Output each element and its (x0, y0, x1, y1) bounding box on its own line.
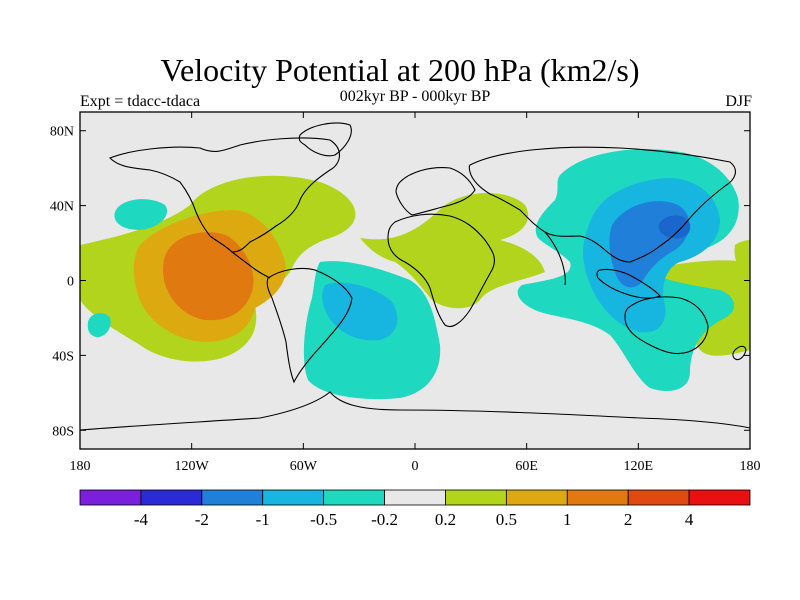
colorbar-swatch (262, 489, 325, 506)
colorbar-label: 1 (563, 510, 572, 529)
colorbar-label: 0.2 (435, 510, 456, 529)
lon-tick-label: 120E (624, 459, 654, 474)
antarctica-coast (80, 391, 750, 431)
colorbar-label: 2 (624, 510, 633, 529)
colorbar-swatch (505, 489, 568, 506)
lon-axis: 180 120W 60W 0 60E 120E 180 (70, 112, 761, 474)
north-america-coast (109, 137, 340, 253)
central-america-coast (231, 251, 271, 279)
europe-coast (395, 167, 476, 216)
dateline-positive (734, 240, 750, 275)
experiment-label: Expt = tdacc-tdaca (80, 93, 201, 110)
lat-tick-label: 80N (50, 125, 74, 140)
colorbar-swatch (566, 489, 629, 506)
lat-tick-label: 80S (52, 424, 74, 439)
colorbar-label: -4 (134, 510, 149, 529)
asia-coast (468, 146, 736, 263)
indonesia-coast (596, 268, 661, 299)
colorbar-swatch (140, 489, 203, 506)
lat-tick-label: 0 (67, 275, 74, 290)
lat-axis: 80N 40N 0 40S 80S (50, 125, 750, 439)
south-atlantic-negative-05 (322, 282, 398, 341)
contour-fields (80, 122, 750, 431)
australia-coast (624, 296, 709, 355)
lon-tick-label: 0 (412, 459, 419, 474)
africa-coast (387, 213, 495, 328)
south-pacific-negative (87, 313, 111, 338)
lon-tick-label: 60E (515, 459, 538, 474)
colorbar: -4 -2 -1 -0.5 -0.2 0.2 0.5 1 2 4 (79, 489, 751, 529)
africa-positive (360, 192, 545, 309)
coastlines (80, 122, 750, 431)
new-zealand-coast (732, 345, 747, 361)
colorbar-label: 4 (685, 510, 694, 529)
colorbar-swatch (201, 489, 264, 506)
india-coast (544, 231, 566, 286)
pacific-positive-1 (163, 232, 254, 321)
lat-tick-label: 40S (52, 349, 74, 364)
colorbar-label: -0.5 (310, 510, 337, 529)
colorbar-swatch (445, 489, 507, 506)
lon-tick-label: 120W (175, 459, 210, 474)
colorbar-swatch (688, 489, 751, 506)
season-label: DJF (725, 93, 752, 110)
north-pacific-negative (114, 199, 168, 230)
colorbar-swatch (384, 489, 446, 506)
colorbar-swatch (323, 489, 385, 506)
lat-tick-label: 40N (50, 200, 74, 215)
chart-subtitle: 002kyr BP - 000kyr BP (339, 88, 491, 105)
lon-tick-label: 180 (70, 459, 91, 474)
south-america-coast (266, 267, 353, 384)
chart-title: Velocity Potential at 200 hPa (km2/s) (160, 52, 640, 88)
colorbar-label: 0.5 (496, 510, 517, 529)
greenland-coast (298, 122, 352, 157)
colorbar-label: -1 (256, 510, 270, 529)
colorbar-label: -2 (195, 510, 209, 529)
asia-negative-core (658, 215, 691, 239)
lon-tick-label: 180 (740, 459, 761, 474)
colorbar-swatch (79, 489, 142, 506)
colorbar-swatch (627, 489, 690, 506)
lon-tick-label: 60W (290, 459, 318, 474)
colorbar-label: -0.2 (371, 510, 398, 529)
